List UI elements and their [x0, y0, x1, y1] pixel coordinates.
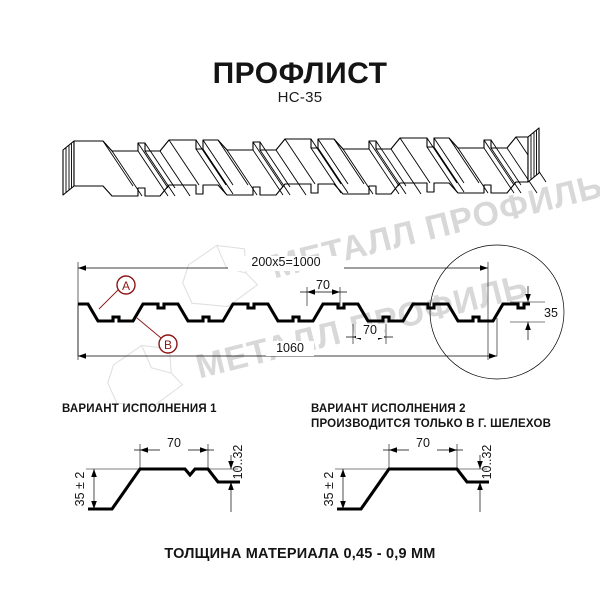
dim-overall-width: 1060	[78, 341, 497, 359]
variant-1-dim-lip-label: 10..32	[231, 445, 245, 480]
variant-2-dim-height-label: 35 ± 2	[322, 472, 336, 507]
dim-flange-top: 70	[300, 278, 347, 306]
variant-1-geometry: 70 35 ± 2 10..32	[73, 436, 245, 512]
dim-height-35: 35	[510, 286, 558, 340]
variant-1-dim-flange-label: 70	[167, 436, 181, 450]
variant-2-dim-lip-label: 10..32	[480, 445, 494, 480]
variant-1-caption: ВАРИАНТ ИСПОЛНЕНИЯ 1	[62, 403, 217, 415]
page-title: ПРОФЛИСТ	[212, 57, 388, 90]
dim-pitch-total-label: 200x5=1000	[251, 255, 320, 269]
sheet-fold-lines	[102, 136, 547, 197]
variant-2-caption-line-2: ПРОИЗВОДИТСЯ ТОЛЬКО В Г. ШЕЛЕХОВ	[311, 418, 552, 430]
main-extension-lines	[77, 262, 498, 360]
marker-b: B	[136, 317, 178, 354]
sheet-right-edge-lines	[530, 130, 537, 180]
isometric-sheet-body	[62, 127, 547, 197]
dim-pitch-total: 200x5=1000	[78, 255, 488, 271]
dim-height-35-label: 35	[544, 306, 558, 320]
variant-1-dim-height-label: 35 ± 2	[73, 472, 87, 507]
variant-1-profile	[88, 467, 240, 511]
material-thickness-note: ТОЛЩИНА МАТЕРИАЛА 0,45 - 0,9 ММ	[164, 546, 436, 562]
profile-waveform	[78, 302, 530, 323]
variant-2-caption-line-1: ВАРИАНТ ИСПОЛНЕНИЯ 2	[311, 403, 466, 415]
marker-a: A	[98, 275, 136, 310]
sheet-edge-lines	[65, 143, 72, 193]
watermark-logo-icon-2	[107, 344, 184, 408]
dim-flange-bottom: 70	[346, 323, 393, 344]
detail-view-circle	[429, 244, 565, 380]
variant-2-geometry: 70 35 ± 2 10..32	[322, 436, 494, 512]
watermark-logo-icon	[182, 244, 259, 308]
page-subtitle: НС-35	[277, 89, 323, 106]
variant-2-dim-flange-label: 70	[416, 436, 430, 450]
marker-b-label: B	[164, 338, 172, 352]
watermark-logo-inner-icon-2	[141, 345, 172, 374]
dim-flange-top-label: 70	[316, 278, 330, 292]
variant-2-profile	[337, 467, 489, 511]
marker-a-label: A	[122, 279, 130, 293]
dim-overall-width-label: 1060	[276, 341, 304, 355]
dim-flange-bottom-label: 70	[363, 323, 377, 337]
